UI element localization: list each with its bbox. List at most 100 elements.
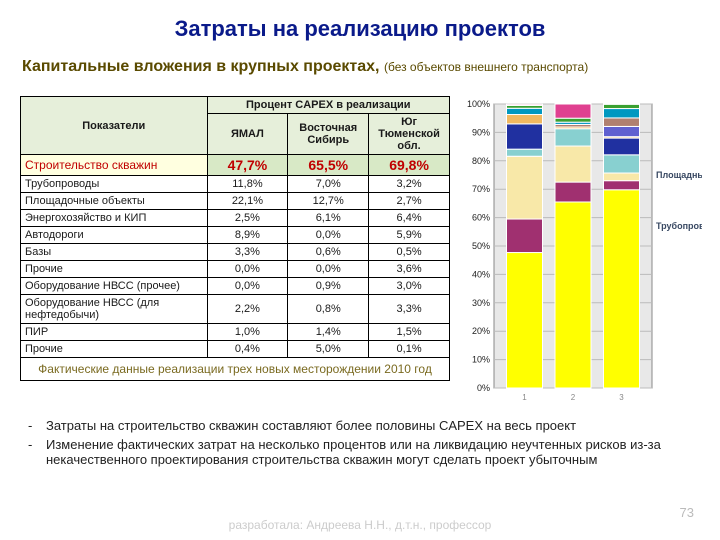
row-value: 6,1% xyxy=(288,210,369,227)
bullet-dash: - xyxy=(28,437,46,467)
row-name: ПИР xyxy=(21,324,208,341)
row-value: 1,0% xyxy=(207,324,288,341)
row-value: 22,1% xyxy=(207,193,288,210)
subtitle-note: (без объектов внешнего транспорта) xyxy=(384,60,588,74)
svg-text:0%: 0% xyxy=(477,383,490,393)
bullet-item: -Затраты на строительство скважин состав… xyxy=(28,418,688,433)
row-value: 8,9% xyxy=(207,227,288,244)
row-value: 2,7% xyxy=(369,193,450,210)
bar-segment xyxy=(604,104,640,108)
page-title: Затраты на реализацию проектов xyxy=(0,16,720,42)
bar-segment xyxy=(604,155,640,173)
bar-segment xyxy=(507,108,543,114)
table-row: Трубопроводы11,8%7,0%3,2% xyxy=(21,176,450,193)
bar-segment xyxy=(555,118,591,122)
bar-segment xyxy=(604,173,640,181)
row-name: Базы xyxy=(21,244,208,261)
bullet-dash: - xyxy=(28,418,46,433)
page-subtitle: Капитальные вложения в крупных проектах,… xyxy=(22,58,702,76)
svg-text:80%: 80% xyxy=(472,156,490,166)
svg-text:30%: 30% xyxy=(472,298,490,308)
table-row: Оборудование НВСС (прочее)0,0%0,9%3,0% xyxy=(21,278,450,295)
hl-val-2: 69,8% xyxy=(369,155,450,176)
svg-text:50%: 50% xyxy=(472,241,490,251)
svg-text:70%: 70% xyxy=(472,184,490,194)
svg-text:90%: 90% xyxy=(472,127,490,137)
table-row: Оборудование НВСС (для нефтедобычи)2,2%0… xyxy=(21,295,450,324)
bar-segment xyxy=(507,104,543,105)
x-label: 3 xyxy=(619,393,624,402)
hl-val-0: 47,7% xyxy=(207,155,288,176)
row-value: 0,0% xyxy=(288,227,369,244)
row-value: 3,0% xyxy=(369,278,450,295)
row-value: 0,0% xyxy=(288,261,369,278)
table-footnote: Фактические данные реализации трех новых… xyxy=(21,358,450,381)
bullet-text: Изменение фактических затрат на нескольк… xyxy=(46,437,688,467)
row-value: 2,2% xyxy=(207,295,288,324)
row-name: Прочие xyxy=(21,261,208,278)
bar-segment xyxy=(555,129,591,146)
bullet-list: -Затраты на строительство скважин состав… xyxy=(28,418,688,471)
row-value: 3,6% xyxy=(369,261,450,278)
bar-segment xyxy=(604,181,640,190)
row-value: 5,0% xyxy=(288,341,369,358)
table-row: Прочие0,0%0,0%3,6% xyxy=(21,261,450,278)
col-header-yamal: ЯМАЛ xyxy=(207,114,288,155)
row-value: 1,5% xyxy=(369,324,450,341)
chart-annotation: Площадные объекты xyxy=(656,170,702,180)
bar-segment xyxy=(604,109,640,118)
row-value: 5,9% xyxy=(369,227,450,244)
row-name: Оборудование НВСС (для нефтедобычи) xyxy=(21,295,208,324)
highlight-row: Строительство скважин 47,7% 65,5% 69,8% xyxy=(21,155,450,176)
row-value: 0,0% xyxy=(207,278,288,295)
svg-text:60%: 60% xyxy=(472,213,490,223)
col-header-vsib: Восточная Сибирь xyxy=(288,114,369,155)
col-header-indicators: Показатели xyxy=(21,97,208,155)
row-name: Трубопроводы xyxy=(21,176,208,193)
bar-segment xyxy=(604,138,640,155)
row-value: 0,5% xyxy=(369,244,450,261)
row-value: 1,4% xyxy=(288,324,369,341)
row-value: 12,7% xyxy=(288,193,369,210)
bar-segment xyxy=(555,202,591,388)
x-label: 2 xyxy=(571,393,576,402)
bar-segment xyxy=(555,146,591,182)
table-row: Энергохозяйство и КИП2,5%6,1%6,4% xyxy=(21,210,450,227)
chart-annotation: Трубопроводы xyxy=(656,221,702,231)
subtitle-main: Капитальные вложения в крупных проектах, xyxy=(22,58,384,75)
bar-segment xyxy=(507,253,543,388)
row-name: Площадочные объекты xyxy=(21,193,208,210)
svg-text:40%: 40% xyxy=(472,269,490,279)
table-row: Автодороги8,9%0,0%5,9% xyxy=(21,227,450,244)
row-value: 3,3% xyxy=(369,295,450,324)
table-row: Базы3,3%0,6%0,5% xyxy=(21,244,450,261)
bar-segment xyxy=(507,115,543,124)
table-row: Прочие0,4%5,0%0,1% xyxy=(21,341,450,358)
table-footnote-row: Фактические данные реализации трех новых… xyxy=(21,358,450,381)
col-header-tyumen: Юг Тюменской обл. xyxy=(369,114,450,155)
row-value: 7,0% xyxy=(288,176,369,193)
row-value: 0,9% xyxy=(288,278,369,295)
row-value: 6,4% xyxy=(369,210,450,227)
row-value: 2,5% xyxy=(207,210,288,227)
bar-segment xyxy=(604,126,640,136)
col-header-top: Процент CAPEX в реализации xyxy=(207,97,449,114)
row-value: 0,8% xyxy=(288,295,369,324)
bar-segment xyxy=(507,149,543,156)
row-value: 11,8% xyxy=(207,176,288,193)
bar-segment xyxy=(507,156,543,219)
row-value: 3,3% xyxy=(207,244,288,261)
bar-segment xyxy=(604,118,640,127)
row-name: Оборудование НВСС (прочее) xyxy=(21,278,208,295)
bar-segment xyxy=(507,124,543,149)
capex-chart: 0%10%20%30%40%50%60%70%80%90%100%Площадн… xyxy=(460,96,702,406)
capex-table: Показатели Процент CAPEX в реализации ЯМ… xyxy=(20,96,450,381)
row-name: Автодороги xyxy=(21,227,208,244)
x-label: 1 xyxy=(522,393,527,402)
row-value: 3,2% xyxy=(369,176,450,193)
bar-segment xyxy=(555,182,591,202)
row-value: 0,6% xyxy=(288,244,369,261)
svg-text:100%: 100% xyxy=(467,99,490,109)
row-name: Энергохозяйство и КИП xyxy=(21,210,208,227)
svg-text:20%: 20% xyxy=(472,326,490,336)
